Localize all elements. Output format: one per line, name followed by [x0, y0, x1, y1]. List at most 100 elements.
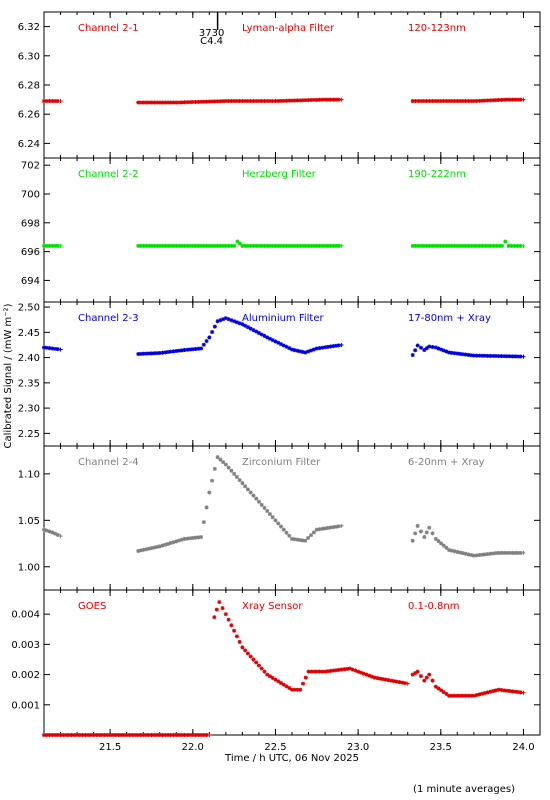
data-point	[185, 243, 190, 248]
data-point	[297, 349, 302, 354]
data-point	[273, 518, 278, 523]
y-tick-label: 6.28	[18, 81, 40, 92]
data-point	[171, 100, 176, 105]
data-point	[245, 99, 250, 104]
data-point	[47, 99, 52, 104]
data-point	[55, 243, 60, 248]
data-point	[413, 671, 418, 676]
data-point	[44, 528, 49, 533]
data-point	[427, 525, 432, 530]
data-point	[502, 550, 507, 555]
data-point	[221, 243, 226, 248]
data-point	[190, 347, 195, 352]
data-point	[438, 243, 443, 248]
data-point	[207, 243, 212, 248]
data-point	[449, 350, 454, 355]
data-point	[199, 243, 204, 248]
data-point	[256, 243, 261, 248]
data-point	[157, 100, 162, 105]
data-point	[177, 733, 182, 737]
data-point	[325, 669, 330, 674]
data-point	[469, 353, 474, 358]
data-point	[345, 666, 350, 671]
data-point	[155, 100, 160, 105]
data-point	[267, 99, 272, 104]
data-point	[188, 733, 193, 737]
panel-filter-label: Xray Sensor	[242, 601, 303, 612]
data-point	[433, 243, 438, 248]
data-point	[447, 350, 452, 355]
data-point	[281, 682, 286, 687]
data-point	[325, 525, 330, 530]
data-point	[314, 346, 319, 351]
panel-filter-label: Herzberg Filter	[242, 169, 317, 180]
data-point	[223, 316, 228, 321]
data-point	[147, 243, 152, 248]
data-point	[306, 243, 311, 248]
data-point	[157, 544, 162, 549]
data-point	[466, 352, 471, 357]
data-point	[331, 525, 336, 530]
y-tick-label: 2.30	[18, 404, 40, 415]
x-axis-label: Time / h UTC, 06 Nov 2025	[224, 753, 359, 764]
data-point	[441, 243, 446, 248]
data-point	[69, 733, 74, 737]
data-point	[273, 339, 278, 344]
data-point	[243, 323, 248, 328]
data-point	[325, 97, 330, 102]
data-point	[58, 534, 63, 539]
data-point	[166, 733, 170, 737]
data-point	[364, 672, 369, 677]
data-point	[155, 243, 160, 248]
data-point	[334, 243, 339, 248]
data-point	[72, 733, 77, 737]
data-point	[301, 98, 306, 103]
data-point	[240, 645, 245, 650]
panel-band-label: 6-20nm + Xray	[408, 457, 485, 468]
panel-band-label: 17-80nm + Xray	[408, 313, 491, 324]
data-point	[433, 99, 438, 104]
data-point	[394, 679, 399, 684]
data-point	[386, 678, 391, 683]
data-point	[323, 97, 328, 102]
data-point	[421, 243, 426, 248]
data-point	[141, 351, 146, 356]
y-tick-label: 6.32	[18, 22, 40, 33]
data-point	[188, 100, 193, 105]
data-point	[226, 317, 231, 322]
data-point	[256, 499, 261, 504]
data-point	[306, 349, 311, 354]
data-point	[254, 660, 259, 665]
data-point	[226, 617, 231, 622]
data-point	[270, 515, 275, 520]
data-point	[427, 99, 432, 104]
data-point	[503, 239, 508, 244]
x-tick-label: 22.0	[182, 742, 204, 753]
data-point	[160, 350, 165, 355]
data-point	[196, 99, 201, 104]
data-point	[311, 530, 316, 535]
data-point	[339, 667, 344, 672]
data-point	[477, 353, 482, 358]
data-point	[391, 679, 396, 684]
data-point	[295, 348, 300, 353]
data-point	[215, 99, 220, 104]
data-point	[149, 243, 154, 248]
y-tick-label: 6.26	[18, 110, 40, 121]
data-point	[47, 346, 52, 351]
data-point	[449, 693, 454, 698]
data-point	[347, 666, 352, 671]
data-point	[248, 99, 253, 104]
data-point	[513, 689, 518, 694]
data-point	[229, 99, 234, 104]
data-point	[220, 606, 225, 611]
averaging-note: (1 minute averages)	[413, 784, 515, 795]
data-point	[518, 354, 523, 359]
data-point	[276, 98, 281, 103]
data-point	[405, 681, 410, 686]
data-point	[301, 243, 306, 248]
data-point	[292, 687, 297, 692]
y-tick-label: 2.40	[18, 353, 40, 364]
data-point	[188, 347, 193, 352]
data-point	[491, 353, 496, 358]
